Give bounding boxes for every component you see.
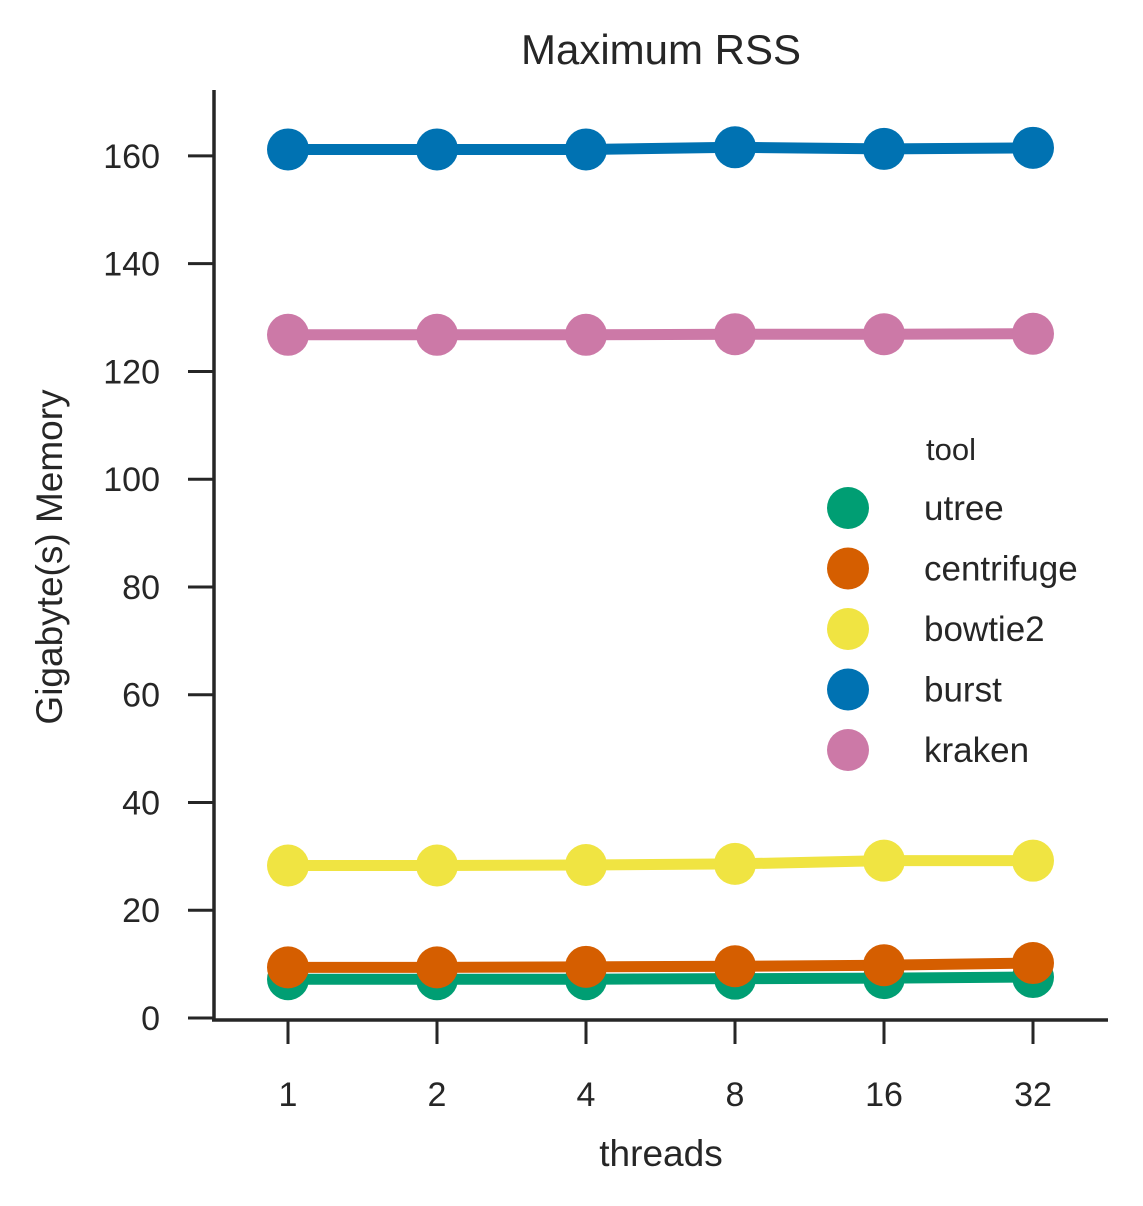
series-centrifuge — [267, 942, 1054, 989]
data-point — [1012, 942, 1054, 985]
legend-marker — [827, 668, 869, 711]
plot-area — [267, 126, 1054, 1001]
x-tick-label: 16 — [865, 1076, 903, 1114]
data-point — [1012, 839, 1054, 882]
data-point — [416, 128, 458, 171]
data-point — [863, 127, 905, 170]
data-point — [863, 944, 905, 987]
legend-title: tool — [926, 432, 976, 467]
data-point — [714, 126, 756, 169]
data-point — [863, 313, 905, 356]
data-point — [565, 128, 607, 171]
y-tick-label: 60 — [122, 677, 160, 715]
x-tick-label: 4 — [577, 1076, 596, 1114]
legend-label: utree — [924, 489, 1004, 528]
data-point — [714, 842, 756, 885]
legend-item: centrifuge — [827, 547, 1078, 590]
series-burst — [267, 126, 1054, 171]
x-axis-label: threads — [599, 1133, 722, 1174]
x-tick-label: 2 — [428, 1076, 447, 1114]
chart-title: Maximum RSS — [521, 26, 801, 73]
series-line — [288, 328, 1034, 341]
legend-label: burst — [924, 671, 1002, 710]
series-line — [288, 855, 1033, 872]
data-point — [1012, 126, 1054, 169]
series-kraken — [267, 312, 1054, 356]
legend-marker — [827, 487, 869, 529]
data-point — [416, 946, 458, 989]
legend-label: bowtie2 — [924, 610, 1045, 649]
data-point — [267, 844, 309, 887]
x-tick-label: 32 — [1014, 1076, 1052, 1114]
legend-marker — [827, 547, 869, 590]
y-tick-label: 140 — [103, 246, 160, 284]
x-tick-label: 8 — [726, 1076, 745, 1114]
legend-label: kraken — [924, 731, 1029, 770]
legend-item: burst — [827, 668, 1002, 711]
y-tick-label: 40 — [122, 784, 160, 822]
data-point — [714, 313, 756, 356]
y-axis-label: Gigabyte(s) Memory — [29, 389, 70, 725]
y-tick-label: 0 — [141, 1000, 160, 1038]
data-point — [565, 843, 607, 886]
data-point — [267, 946, 309, 989]
legend-marker — [827, 729, 869, 771]
data-point — [565, 945, 607, 988]
legend: tool utree centrifuge bowtie2 burst kraken — [827, 432, 1078, 771]
series-line — [288, 971, 1034, 985]
y-tick-label: 80 — [122, 569, 160, 607]
data-point — [416, 313, 458, 356]
legend-marker — [827, 608, 869, 650]
y-tick-label: 100 — [103, 461, 160, 499]
data-point — [267, 313, 309, 356]
y-tick-label: 120 — [103, 353, 160, 391]
data-point — [267, 128, 309, 171]
data-point — [416, 844, 458, 887]
data-point — [863, 839, 905, 882]
series-bowtie2 — [267, 839, 1054, 887]
y-tick-label: 20 — [122, 892, 160, 930]
data-point — [714, 945, 756, 988]
series-line — [288, 141, 1034, 155]
axes: 0 20 40 60 80 100 120 140 160 1 2 4 8 16 32 — [103, 90, 1108, 1114]
legend-item: kraken — [827, 729, 1029, 771]
data-point — [565, 313, 607, 356]
y-tick-label: 160 — [103, 138, 160, 176]
series-line — [288, 957, 1034, 973]
legend-item: utree — [827, 487, 1004, 529]
x-tick-label: 1 — [279, 1076, 298, 1114]
legend-item: bowtie2 — [827, 608, 1045, 650]
data-point — [1012, 312, 1054, 355]
legend-label: centrifuge — [924, 550, 1078, 589]
